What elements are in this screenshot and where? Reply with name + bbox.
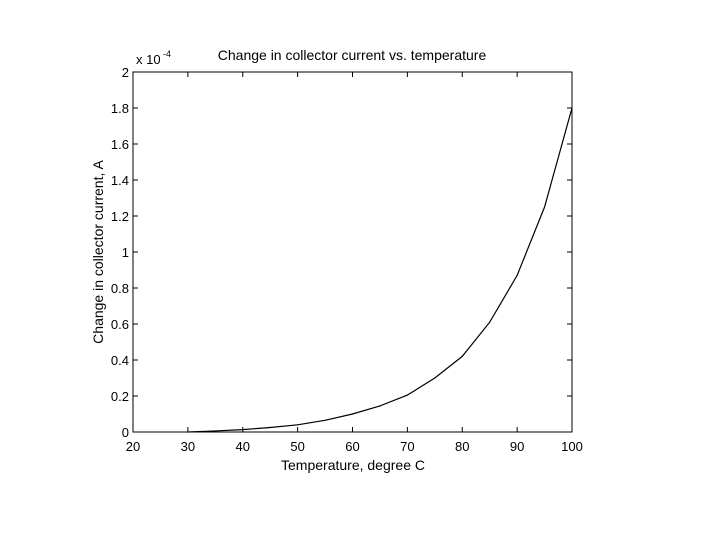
x-tick-label: 40 (236, 439, 250, 454)
data-point (516, 274, 518, 276)
y-tick-label: 0.4 (111, 353, 129, 368)
chart-title: Change in collector current vs. temperat… (218, 47, 487, 63)
y-tick-label: 0.6 (111, 317, 129, 332)
data-point (242, 429, 244, 431)
data-point (461, 355, 463, 357)
data-point (297, 424, 299, 426)
y-tick-label: 0 (122, 425, 129, 440)
y-tick-label: 2 (122, 65, 129, 80)
data-point (324, 419, 326, 421)
x-tick-label: 20 (126, 439, 140, 454)
data-point (269, 426, 271, 429)
data-point (489, 321, 491, 323)
series-points (187, 107, 573, 433)
x-tick-label: 80 (455, 439, 469, 454)
y-multiplier: x 10 -4 (136, 49, 171, 67)
y-tick-label: 1.8 (111, 101, 129, 116)
data-point (571, 107, 573, 109)
data-point (543, 206, 546, 208)
y-tick-label: 1 (122, 245, 129, 260)
data-point (406, 394, 408, 396)
y-tick-label: 1.6 (111, 137, 129, 152)
x-tick-label: 60 (345, 439, 359, 454)
data-point (379, 405, 381, 407)
y-multiplier-base: x 10 (136, 52, 161, 67)
y-axis: 0 0.2 0.4 0.6 0.8 1 1.2 1.4 1.6 1.8 2 (111, 65, 572, 440)
x-axis-label: Temperature, degree C (281, 457, 425, 473)
x-tick-label: 100 (561, 439, 583, 454)
y-axis-label: Change in collector current, A (90, 160, 106, 344)
x-tick-label: 30 (181, 439, 195, 454)
y-multiplier-exponent: -4 (163, 49, 171, 59)
data-point (351, 413, 354, 415)
y-tick-label: 0.8 (111, 281, 129, 296)
data-point (187, 431, 189, 433)
plot-area (132, 71, 573, 433)
x-tick-label: 90 (510, 439, 524, 454)
data-point (434, 377, 436, 379)
data-point (214, 430, 216, 432)
y-tick-label: 1.2 (111, 209, 129, 224)
x-tick-label: 50 (290, 439, 304, 454)
y-tick-label: 0.2 (111, 389, 129, 404)
y-tick-label: 1.4 (111, 173, 129, 188)
x-axis: 20 30 40 50 60 70 80 90 100 (126, 72, 583, 454)
x-tick-label: 70 (400, 439, 414, 454)
